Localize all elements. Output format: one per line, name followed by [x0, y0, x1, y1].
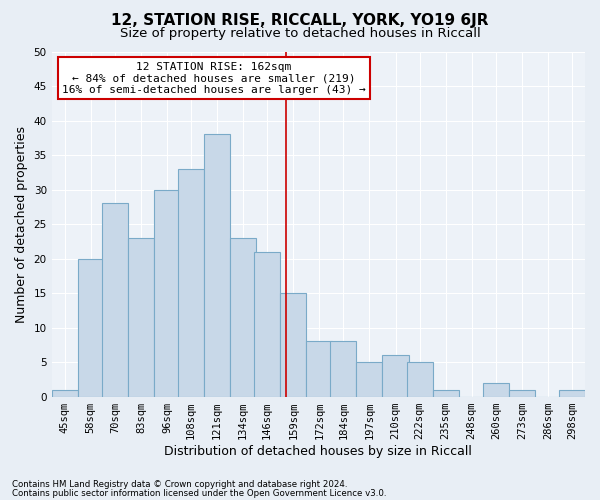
Bar: [230, 238, 256, 396]
Bar: [382, 355, 409, 397]
Bar: [509, 390, 535, 396]
Text: 12, STATION RISE, RICCALL, YORK, YO19 6JR: 12, STATION RISE, RICCALL, YORK, YO19 6J…: [111, 12, 489, 28]
Bar: [483, 383, 509, 396]
Text: Contains HM Land Registry data © Crown copyright and database right 2024.: Contains HM Land Registry data © Crown c…: [12, 480, 347, 489]
Bar: [154, 190, 180, 396]
Bar: [102, 204, 128, 396]
Bar: [307, 342, 332, 396]
Text: Contains public sector information licensed under the Open Government Licence v3: Contains public sector information licen…: [12, 489, 386, 498]
X-axis label: Distribution of detached houses by size in Riccall: Distribution of detached houses by size …: [164, 444, 472, 458]
Y-axis label: Number of detached properties: Number of detached properties: [15, 126, 28, 322]
Bar: [433, 390, 458, 396]
Bar: [254, 252, 280, 396]
Text: 12 STATION RISE: 162sqm
← 84% of detached houses are smaller (219)
16% of semi-d: 12 STATION RISE: 162sqm ← 84% of detache…: [62, 62, 366, 95]
Bar: [178, 169, 204, 396]
Bar: [559, 390, 585, 396]
Text: Size of property relative to detached houses in Riccall: Size of property relative to detached ho…: [119, 28, 481, 40]
Bar: [331, 342, 356, 396]
Bar: [204, 134, 230, 396]
Bar: [78, 258, 104, 396]
Bar: [356, 362, 382, 396]
Bar: [280, 293, 307, 397]
Bar: [128, 238, 154, 396]
Bar: [52, 390, 78, 396]
Bar: [407, 362, 433, 396]
